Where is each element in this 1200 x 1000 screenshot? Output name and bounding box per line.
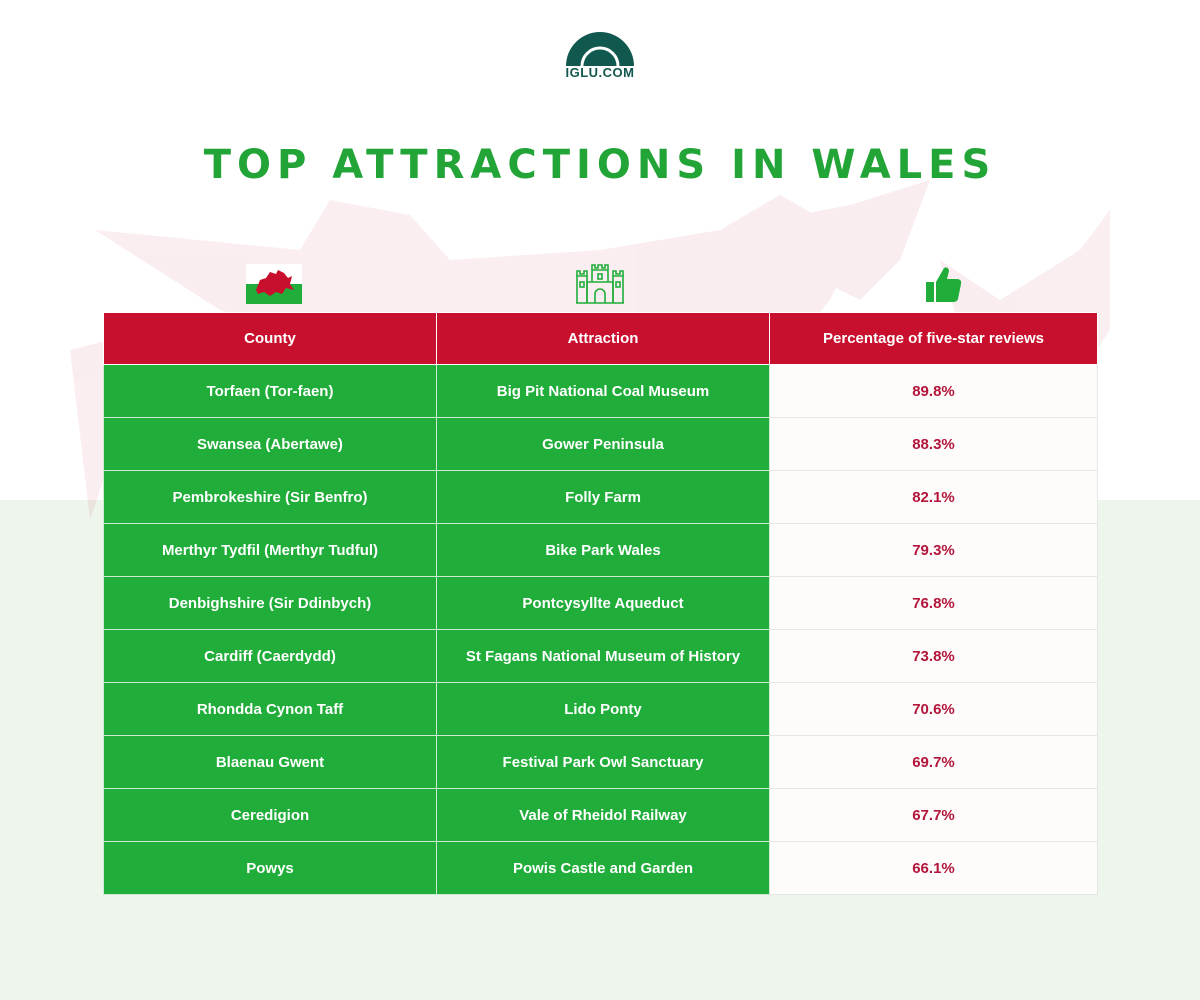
attractions-table: County Attraction Percentage of five-sta… <box>103 312 1098 895</box>
page-title: TOP ATTRACTIONS IN WALES <box>203 142 997 188</box>
percentage-cell: 88.3% <box>769 417 1098 471</box>
county-cell: Torfaen (Tor-faen) <box>103 364 437 418</box>
percentage-cell: 76.8% <box>769 576 1098 630</box>
thumbs-up-icon <box>926 267 962 302</box>
table-row: Denbighshire (Sir Ddinbych) Pontcysyllte … <box>103 576 1098 630</box>
county-cell: Pembrokeshire (Sir Benfro) <box>103 470 437 524</box>
county-cell: Cardiff (Caerdydd) <box>103 629 437 683</box>
attraction-cell: Bike Park Wales <box>436 523 770 577</box>
county-cell: Rhondda Cynon Taff <box>103 682 437 736</box>
table-row: Swansea (Abertawe) Gower Peninsula 88.3% <box>103 417 1098 471</box>
welsh-flag-icon <box>246 264 302 304</box>
county-cell: Swansea (Abertawe) <box>103 417 437 471</box>
table-row: Ceredigion Vale of Rheidol Railway 67.7% <box>103 788 1098 842</box>
attraction-cell: Vale of Rheidol Railway <box>436 788 770 842</box>
table-row: Rhondda Cynon Taff Lido Ponty 70.6% <box>103 682 1098 736</box>
header-county: County <box>103 312 437 365</box>
percentage-cell: 73.8% <box>769 629 1098 683</box>
table-row: Merthyr Tydfil (Merthyr Tudful) Bike Park… <box>103 523 1098 577</box>
attraction-cell: Big Pit National Coal Museum <box>436 364 770 418</box>
attraction-cell: Festival Park Owl Sanctuary <box>436 735 770 789</box>
percentage-cell: 69.7% <box>769 735 1098 789</box>
table-row: Blaenau Gwent Festival Park Owl Sanctuary… <box>103 735 1098 789</box>
attraction-cell: St Fagans National Museum of History <box>436 629 770 683</box>
castle-icon <box>576 264 624 304</box>
table-row: Powys Powis Castle and Garden 66.1% <box>103 841 1098 895</box>
header-attraction: Attraction <box>436 312 770 365</box>
attraction-cell: Gower Peninsula <box>436 417 770 471</box>
county-cell: Blaenau Gwent <box>103 735 437 789</box>
header-percentage: Percentage of five-star reviews <box>769 312 1098 365</box>
attraction-cell: Folly Farm <box>436 470 770 524</box>
logo-text: IGLU.COM <box>565 65 635 80</box>
percentage-cell: 79.3% <box>769 523 1098 577</box>
table-row: Torfaen (Tor-faen) Big Pit National Coal … <box>103 364 1098 418</box>
table-row: Cardiff (Caerdydd) St Fagans National Mus… <box>103 629 1098 683</box>
attraction-cell: Lido Ponty <box>436 682 770 736</box>
percentage-cell: 67.7% <box>769 788 1098 842</box>
percentage-cell: 89.8% <box>769 364 1098 418</box>
county-cell: Powys <box>103 841 437 895</box>
county-cell: Merthyr Tydfil (Merthyr Tudful) <box>103 523 437 577</box>
attraction-cell: Pontcysyllte Aqueduct <box>436 576 770 630</box>
county-cell: Denbighshire (Sir Ddinbych) <box>103 576 437 630</box>
iglu-logo[interactable]: IGLU.COM <box>560 26 640 82</box>
table-row: Pembrokeshire (Sir Benfro) Folly Farm 82.1… <box>103 470 1098 524</box>
percentage-cell: 70.6% <box>769 682 1098 736</box>
percentage-cell: 82.1% <box>769 470 1098 524</box>
county-cell: Ceredigion <box>103 788 437 842</box>
percentage-cell: 66.1% <box>769 841 1098 895</box>
attraction-cell: Powis Castle and Garden <box>436 841 770 895</box>
iglu-dome-icon <box>566 32 634 66</box>
table-header-row: County Attraction Percentage of five-sta… <box>103 312 1098 365</box>
